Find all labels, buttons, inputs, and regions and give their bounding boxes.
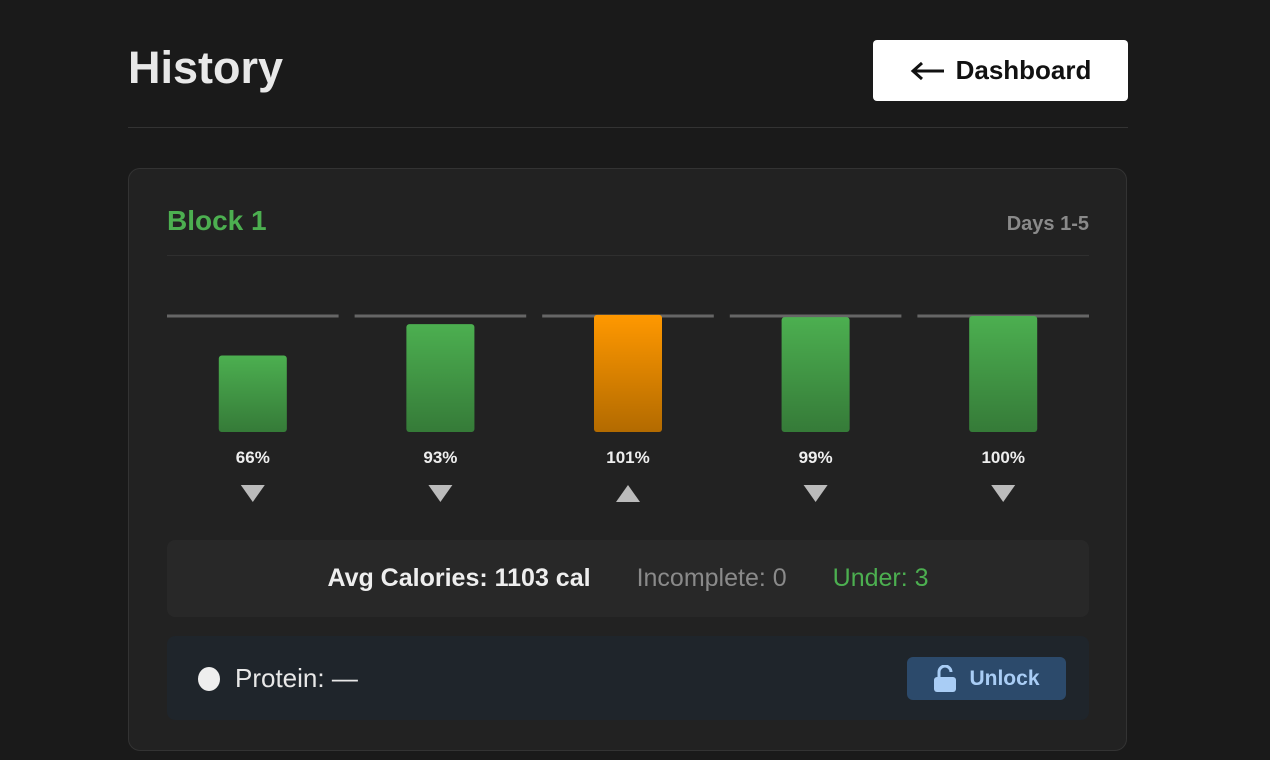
trend-arrow (428, 485, 453, 502)
trend-arrow (616, 485, 640, 502)
avg-calories: Avg Calories: 1103 cal (327, 564, 591, 592)
value-label: 100% (981, 448, 1024, 467)
trend-arrow (803, 485, 828, 502)
bar-shade (781, 317, 850, 432)
value-label: 99% (799, 448, 833, 467)
arrow-icon (910, 61, 944, 80)
dashboard-button[interactable]: Dashboard (873, 40, 1128, 101)
incomplete-count: Incomplete: 0 (636, 564, 787, 592)
bar-shade (406, 324, 475, 432)
lock-icon (934, 664, 957, 692)
unlock-button[interactable]: Unlock (907, 657, 1066, 700)
button-label: Dashboard (955, 55, 1092, 85)
trend-arrow (240, 485, 265, 502)
value-label: 101% (606, 448, 649, 467)
trend-arrow (991, 485, 1016, 502)
bar-shade (969, 316, 1038, 432)
stats-box: Avg Calories: 1103 cal Incomplete: 0 Und… (167, 540, 1089, 617)
block-range: Days 1-5 (1006, 213, 1089, 235)
bar-shade (218, 355, 287, 432)
under-count: Under: 3 (832, 564, 929, 592)
button-label: Unlock (969, 666, 1040, 690)
block-title: Block 1 (167, 205, 267, 236)
divider (167, 255, 1089, 256)
page-title: History (128, 42, 284, 93)
value-label: 93% (423, 448, 457, 467)
egg-icon (198, 667, 220, 691)
divider (128, 127, 1128, 128)
value-label: 66% (236, 448, 270, 467)
protein-label: Protein: — (235, 663, 358, 693)
bar-shade (594, 314, 662, 432)
